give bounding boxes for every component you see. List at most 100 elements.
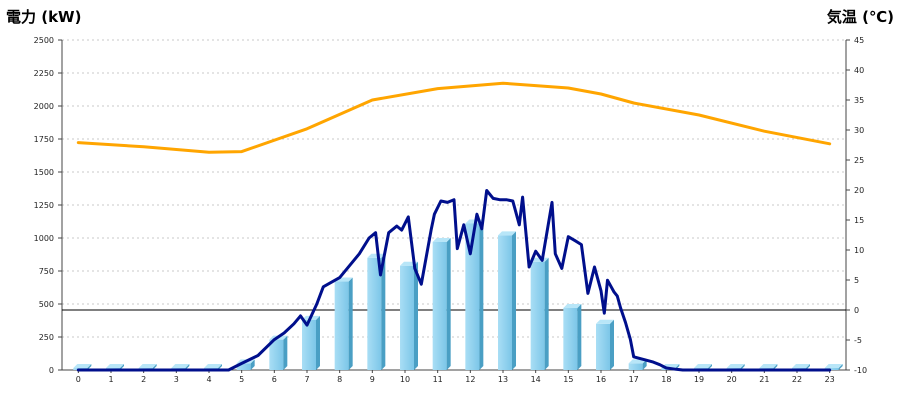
right-tick-label: 45 [854, 36, 864, 45]
bar-top [694, 364, 712, 369]
bar-top [726, 364, 745, 369]
bar-top [792, 364, 810, 369]
bar-top [498, 231, 516, 236]
bar-top [824, 364, 843, 369]
x-tick-label: 6 [272, 375, 277, 384]
bar-front [824, 368, 839, 370]
right-tick-label: 0 [854, 306, 859, 315]
bar-front [498, 235, 512, 370]
x-tick-label: 23 [825, 375, 835, 384]
bar [498, 231, 516, 370]
right-tick-label: 40 [854, 66, 864, 75]
x-tick-label: 22 [792, 375, 802, 384]
bar [302, 315, 320, 370]
bar-side [316, 315, 320, 370]
bar-top [106, 364, 124, 369]
bar [400, 261, 418, 370]
bar-side [381, 253, 386, 370]
bar [465, 219, 484, 370]
left-tick-label: 1500 [34, 168, 54, 177]
bar [596, 319, 614, 370]
bar-side [610, 319, 614, 370]
left-tick-label: 0 [49, 366, 54, 375]
bar-front [530, 261, 545, 370]
bar-side [446, 237, 451, 370]
bar-top [138, 364, 157, 369]
bar-front [269, 339, 284, 370]
x-tick-label: 2 [141, 375, 146, 384]
left-tick-label: 1250 [34, 201, 54, 210]
bar [367, 253, 386, 370]
bar-front [596, 323, 610, 370]
x-tick-label: 12 [465, 375, 475, 384]
x-tick-label: 3 [174, 375, 179, 384]
bar-side [414, 261, 418, 370]
left-tick-label: 750 [39, 267, 54, 276]
bar-side [512, 231, 516, 370]
x-tick-label: 0 [76, 375, 81, 384]
bar-side [250, 359, 255, 370]
right-tick-label: 10 [854, 246, 864, 255]
bar-top [596, 319, 614, 324]
bar-top [367, 253, 386, 258]
x-tick-label: 11 [433, 375, 443, 384]
right-axis-title: 気温 (℃) [827, 8, 894, 26]
tick-labels: 02505007501000125015001750200022502500-1… [34, 36, 867, 384]
x-tick-label: 5 [239, 375, 244, 384]
bar-front [432, 241, 447, 370]
bar-series [73, 219, 843, 370]
right-tick-label: -5 [854, 336, 862, 345]
left-tick-label: 2250 [34, 69, 54, 78]
bar-side [283, 335, 288, 370]
x-tick-label: 10 [400, 375, 410, 384]
bar-side [577, 303, 582, 370]
x-tick-label: 17 [629, 375, 639, 384]
x-tick-label: 15 [563, 375, 573, 384]
bar-top [171, 364, 190, 369]
bar-front [302, 319, 316, 370]
bar-side [544, 257, 549, 370]
bar-front [236, 363, 251, 370]
x-tick-label: 20 [727, 375, 737, 384]
bar-top [204, 364, 222, 369]
x-tick-label: 8 [337, 375, 342, 384]
bar [824, 364, 843, 370]
bar [432, 237, 451, 370]
right-tick-label: 25 [854, 156, 864, 165]
bar-top [563, 303, 582, 308]
bar-top [73, 364, 92, 369]
x-tick-label: 7 [304, 375, 309, 384]
bar-side [642, 359, 647, 370]
bar-front [367, 257, 382, 370]
grid [62, 39, 846, 371]
bar [563, 303, 582, 370]
left-tick-label: 2000 [34, 102, 54, 111]
temperature-line [76, 81, 832, 154]
bar-top [759, 364, 778, 369]
bar [530, 257, 549, 370]
bar-top [530, 257, 549, 262]
x-tick-label: 14 [531, 375, 541, 384]
power-line [76, 189, 832, 372]
right-tick-label: 5 [854, 276, 859, 285]
left-axis-title: 電力 (kW) [6, 8, 81, 26]
right-tick-label: 35 [854, 96, 864, 105]
bar-front [465, 223, 480, 370]
bar [269, 335, 288, 370]
bar-front [400, 265, 414, 370]
x-tick-label: 18 [661, 375, 671, 384]
bar-front [628, 363, 643, 370]
x-tick-label: 13 [498, 375, 508, 384]
left-tick-label: 2500 [34, 36, 54, 45]
bar-side [838, 364, 843, 370]
x-tick-label: 4 [206, 375, 211, 384]
x-tick-label: 21 [759, 375, 769, 384]
bar-side [479, 219, 484, 370]
bar [334, 277, 353, 370]
bar-top [432, 237, 451, 242]
right-tick-label: -10 [854, 366, 867, 375]
right-tick-label: 30 [854, 126, 864, 135]
line-series [76, 81, 832, 372]
x-tick-label: 19 [694, 375, 704, 384]
